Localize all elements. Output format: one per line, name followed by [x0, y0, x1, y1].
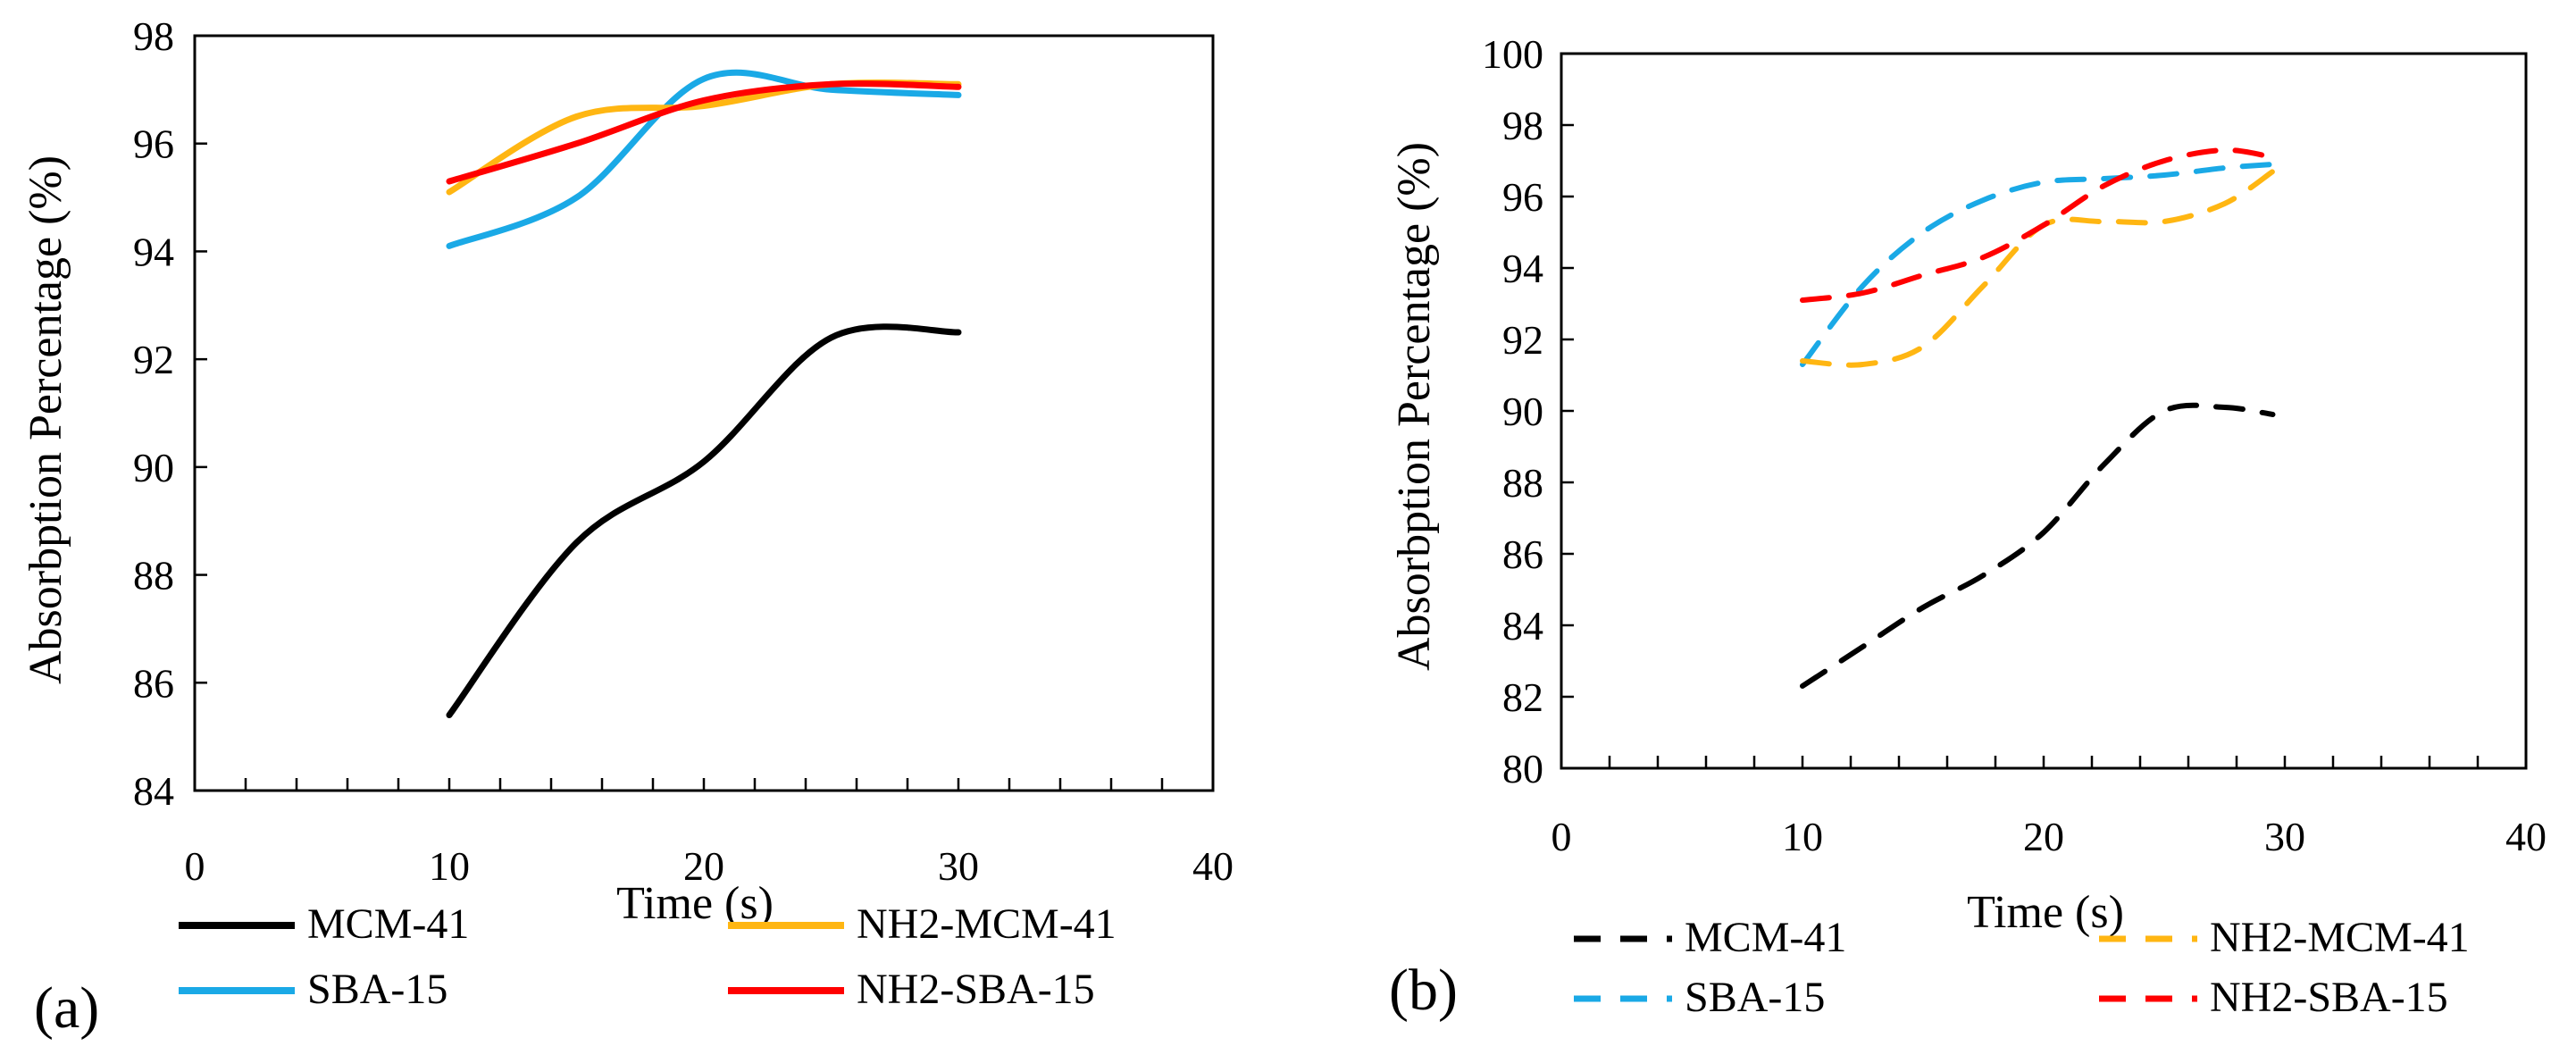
chart-a-ticks: 0 10 20 30 40 84 86 88 90 92 94 96 98: [133, 13, 1234, 889]
chart-a-y-tick-label: 92: [133, 337, 174, 382]
chart-b-y-tick-label: 84: [1502, 603, 1543, 649]
chart-b-legend-label: NH2-SBA-15: [2210, 974, 2448, 1021]
chart-b-legend-label: MCM-41: [1685, 914, 1846, 961]
chart-b-x-tick-label: 40: [2505, 814, 2547, 859]
chart-b-ticks: 0 10 20 30 40 80 82 84 86 88 90 92 94 96 98 100: [1482, 31, 2547, 859]
chart-a-y-tick-label: 98: [133, 13, 174, 59]
chart-a-y-tick-label: 88: [133, 553, 174, 598]
chart-b-y-label: Absorbption Percentage (%): [1389, 142, 1440, 671]
chart-a-x-tick-label: 0: [185, 843, 205, 889]
chart-a-y-tick-label: 86: [133, 660, 174, 706]
chart-b-series-line-nh2-sba-15: [1800, 146, 2276, 303]
chart-a-legend-label: SBA-15: [307, 966, 447, 1013]
chart-a-x-tick-label: 20: [683, 843, 724, 889]
chart-b-y-tick-label: 90: [1502, 389, 1543, 434]
chart-b-y-tick-label: 94: [1502, 246, 1543, 291]
chart-b-panel-label: (b): [1389, 958, 1458, 1023]
chart-b-x-label: Time (s): [1967, 887, 2124, 938]
chart-a-x-tick-label: 30: [938, 843, 979, 889]
chart-b-x-tick-label: 10: [1782, 814, 1823, 859]
chart-a-series-line-nh2-sba-15: [446, 80, 962, 185]
chart-a-x-tick-label: 10: [429, 843, 470, 889]
chart-b-legend-label: NH2-MCM-41: [2210, 914, 2470, 961]
chart-b-legend: MCM-41 NH2-MCM-41 SBA-15 NH2-SBA-15: [1574, 914, 2470, 1021]
chart-b-x-tick-label: 0: [1551, 814, 1572, 859]
chart-a-legend-label: NH2-MCM-41: [857, 900, 1117, 948]
chart-a-legend: MCM-41 NH2-MCM-41 SBA-15 NH2-SBA-15: [179, 900, 1117, 1013]
chart-b: 0 10 20 30 40 80 82 84 86 88 90 92 94 96 98 100 Time (s…: [1389, 31, 2547, 1023]
chart-a-series-line-mcm-41: [446, 323, 962, 718]
chart-b-series-line-nh2-mcm-41: [1800, 169, 2276, 368]
chart-b-y-tick-label: 96: [1502, 174, 1543, 220]
chart-b-x-tick-label: 20: [2023, 814, 2064, 859]
chart-a-y-tick-label: 94: [133, 229, 174, 274]
chart-a-y-label: Absorbption Percentage (%): [21, 155, 71, 684]
chart-a-y-tick-label: 90: [133, 445, 174, 490]
chart-a-series-line-sba-15: [446, 69, 962, 249]
chart-a-legend-label: NH2-SBA-15: [857, 966, 1095, 1013]
chart-b-y-tick-label: 98: [1502, 103, 1543, 148]
chart-a-x-tick-label: 40: [1192, 843, 1234, 889]
chart-b-legend-label: SBA-15: [1685, 974, 1825, 1021]
chart-b-series-line-mcm-41: [1800, 402, 2276, 689]
chart-b-lines: [1800, 146, 2276, 689]
chart-b-y-tick-label: 80: [1502, 746, 1543, 791]
chart-a-lines: [446, 69, 962, 718]
chart-a-plot-frame: [193, 34, 1215, 792]
chart-b-y-tick-label: 82: [1502, 674, 1543, 720]
chart-b-y-tick-label: 88: [1502, 460, 1543, 506]
chart-a: 0 10 20 30 40 84 86 88 90 92 94 96 98 Time (s) Absor…: [21, 13, 1234, 1041]
chart-a-legend-label: MCM-41: [307, 900, 469, 948]
chart-b-y-tick-label: 86: [1502, 532, 1543, 577]
chart-b-y-tick-label: 100: [1482, 31, 1543, 77]
chart-a-y-tick-label: 96: [133, 121, 174, 167]
chart-b-plot-frame: [1560, 52, 2528, 770]
chart-b-series-line-sba-15: [1800, 162, 2276, 367]
chart-a-x-label: Time (s): [616, 878, 774, 929]
chart-a-panel-label: (a): [34, 975, 99, 1041]
chart-b-y-tick-label: 92: [1502, 317, 1543, 363]
chart-a-y-tick-label: 84: [133, 768, 174, 814]
chart-b-x-tick-label: 30: [2264, 814, 2305, 859]
